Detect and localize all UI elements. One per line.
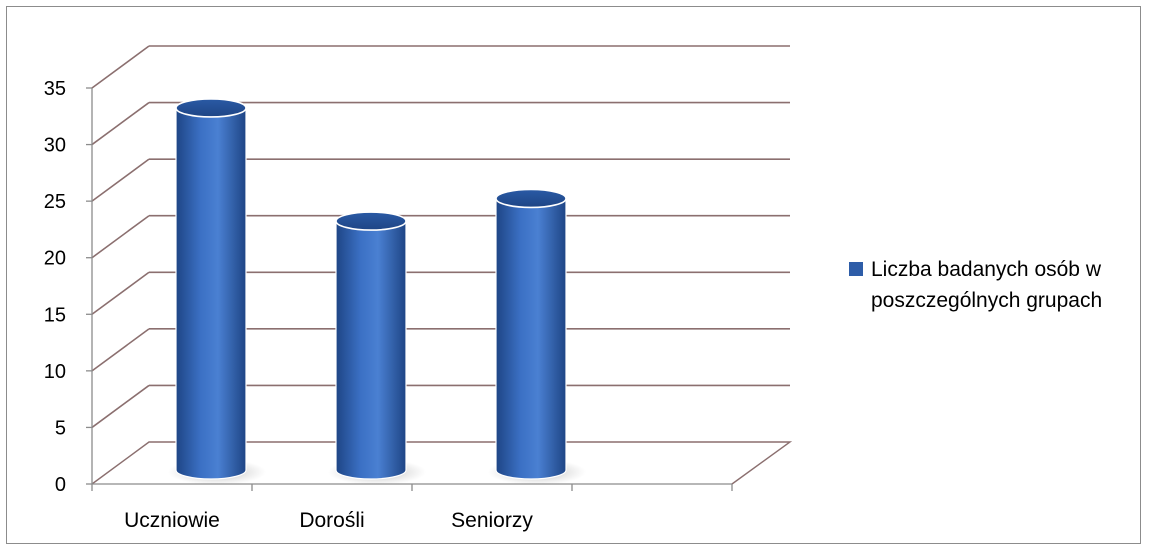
bar-top bbox=[495, 188, 567, 209]
legend-label-line-1: Liczba badanych osób w bbox=[871, 258, 1102, 281]
y-tick-label: 15 bbox=[44, 304, 66, 326]
bar bbox=[168, 98, 266, 485]
y-tick-label: 30 bbox=[44, 135, 66, 157]
y-tick-label: 10 bbox=[44, 361, 66, 383]
gridline-diagonal bbox=[91, 158, 150, 202]
gridline-diagonal bbox=[91, 215, 150, 259]
y-tick-label: 0 bbox=[55, 474, 66, 496]
gridline-diagonal bbox=[91, 328, 150, 372]
legend: Liczba badanych osób w poszczególnych gr… bbox=[849, 258, 1102, 312]
y-tick-label: 20 bbox=[44, 248, 66, 270]
gridlines bbox=[91, 45, 793, 485]
bar-body bbox=[495, 197, 567, 480]
gridline-diagonal bbox=[91, 271, 150, 315]
x-tick-label: Seniorzy bbox=[451, 509, 533, 532]
x-tick-label: Dorośli bbox=[299, 509, 364, 532]
bars bbox=[168, 98, 586, 485]
chart-frame bbox=[6, 6, 1141, 544]
bar bbox=[488, 188, 586, 485]
y-tick-label: 25 bbox=[44, 191, 66, 213]
x-tick-label: Uczniowie bbox=[124, 509, 220, 532]
bar-body bbox=[175, 107, 247, 480]
gridline-diagonal bbox=[91, 384, 150, 429]
bar-top bbox=[175, 98, 247, 118]
bar bbox=[328, 211, 426, 485]
bar-top bbox=[335, 211, 407, 231]
floor bbox=[91, 441, 793, 485]
legend-label-line-2: poszczególnych grupach bbox=[871, 289, 1102, 312]
bar-body bbox=[335, 220, 407, 480]
y-tick-label: 5 bbox=[55, 417, 66, 439]
gridline-diagonal bbox=[91, 45, 150, 89]
legend-swatch bbox=[849, 262, 863, 276]
axis-labels: 0 5 10 15 20 25 30 35 Uczniowie Dorośli Seniorzy bbox=[44, 78, 534, 532]
gridline-diagonal bbox=[91, 101, 150, 146]
y-tick-label: 35 bbox=[44, 78, 66, 100]
